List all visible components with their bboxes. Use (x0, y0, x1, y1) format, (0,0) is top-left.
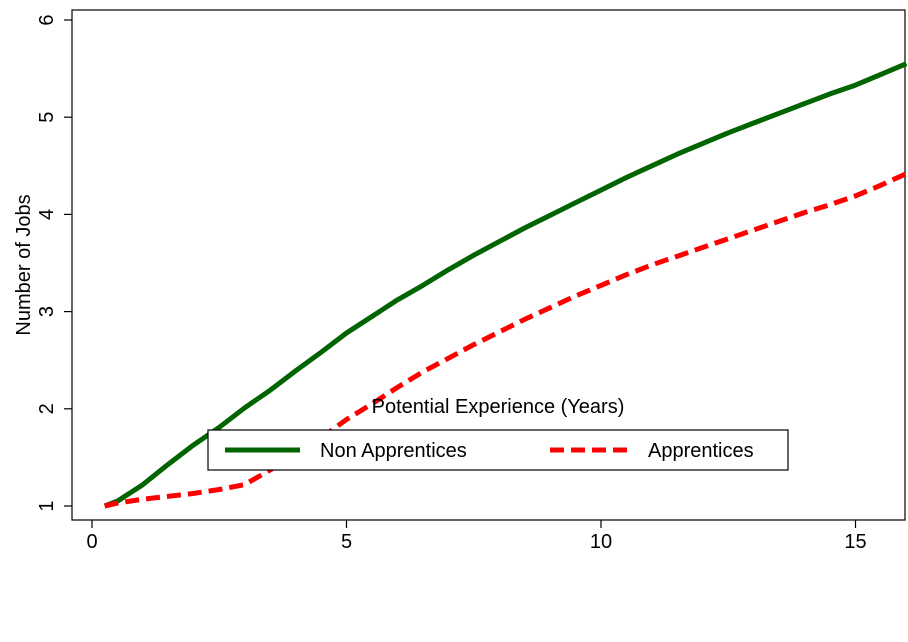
x-tick-label: 10 (590, 531, 612, 553)
legend-label-non-apprentices: Non Apprentices (320, 440, 467, 462)
x-tick-label: 0 (86, 531, 97, 553)
y-tick-label: 1 (36, 500, 58, 511)
x-axis: 0 5 10 15 (86, 520, 866, 553)
y-tick-label: 5 (36, 112, 58, 123)
x-tick-label: 5 (341, 531, 352, 553)
legend: Non Apprentices Apprentices (208, 430, 788, 470)
y-axis: 1 2 3 4 5 6 (36, 14, 72, 511)
legend-label-apprentices: Apprentices (648, 440, 754, 462)
y-tick-label: 4 (36, 209, 58, 220)
y-tick-label: 3 (36, 306, 58, 317)
x-tick-label: 15 (844, 531, 866, 553)
x-axis-title: Potential Experience (Years) (372, 396, 625, 418)
y-axis-title: Number of Jobs (13, 194, 35, 335)
y-tick-label: 6 (36, 14, 58, 25)
y-tick-label: 2 (36, 403, 58, 414)
